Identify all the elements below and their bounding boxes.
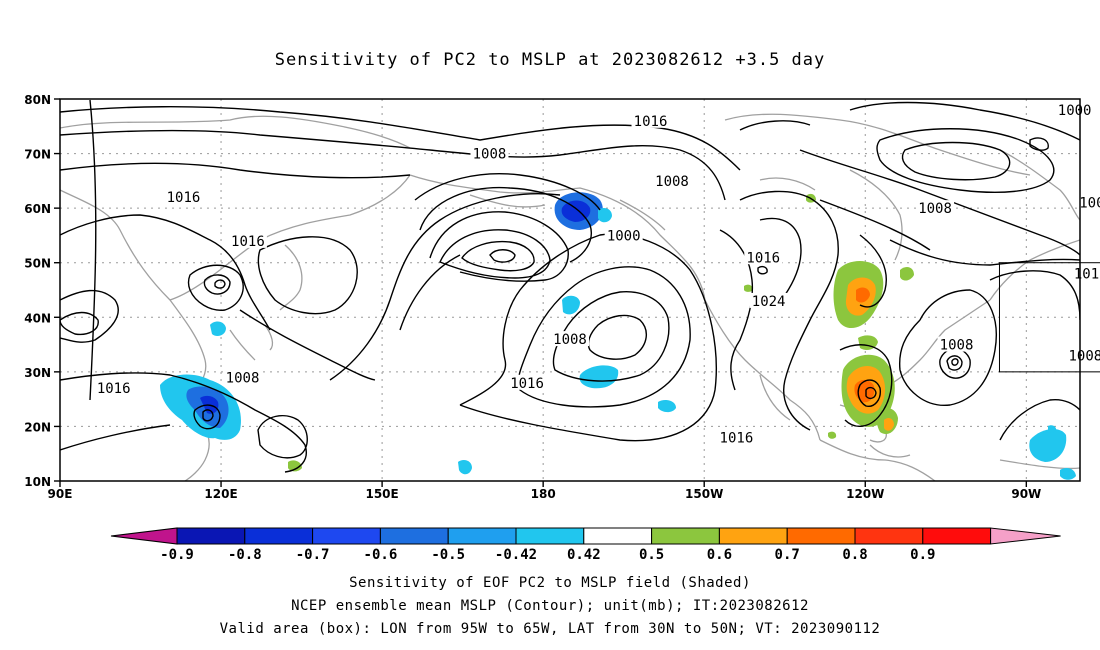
lat-label-10N: 10N xyxy=(24,475,51,489)
longitude-labels: 90E120E150E180150W120W90W60W xyxy=(48,487,1042,501)
lat-label-40N: 40N xyxy=(24,311,51,325)
footer-line-1: Sensitivity of EOF PC2 to MSLP field (Sh… xyxy=(349,575,751,591)
contour-label: 1008 xyxy=(1079,196,1100,212)
contour-label-bg xyxy=(717,429,756,445)
colorbar-tick-label: 0.7 xyxy=(775,547,800,563)
colorbar-segment xyxy=(515,527,585,545)
colorbar-tick-label: -0.8 xyxy=(228,547,262,563)
contour-label-bg xyxy=(653,172,691,188)
contour-label: 1008 xyxy=(553,332,587,348)
colorbar-above-triangle xyxy=(990,527,1061,545)
contour-label-bg xyxy=(1077,194,1100,210)
colorbar-tick-label: 0.9 xyxy=(910,547,935,563)
contour-label-bg xyxy=(744,249,783,265)
latitude-labels: 80N 70N 60N 50N 40N 30N 20N 10N xyxy=(24,93,51,489)
lat-label-30N: 30N xyxy=(24,366,51,380)
colorbar-segment xyxy=(312,527,381,545)
contour-label-bg xyxy=(1071,265,1100,281)
colorbar-below-triangle xyxy=(110,527,178,545)
footer-line-2: NCEP ensemble mean MSLP (Contour); unit(… xyxy=(291,598,809,614)
contour-label-bg xyxy=(1066,347,1100,363)
colorbar-tick-label: -0.9 xyxy=(160,547,194,563)
contour-label-bg xyxy=(1055,101,1094,117)
colorbar-segment xyxy=(379,527,449,545)
colorbar-tick-label: 0.8 xyxy=(842,547,867,563)
lon-label-120E: 120E xyxy=(204,487,237,501)
chart-title: Sensitivity of PC2 to MSLP at 2023082612… xyxy=(274,50,826,70)
tick-marks xyxy=(54,98,1028,487)
lat-label-70N: 70N xyxy=(24,148,51,162)
lon-label-150W: 150W xyxy=(685,487,723,501)
contour-labels: 1016 1008 1000 1008 1016 1008 1008 1000 1016 1016… xyxy=(94,101,1100,446)
contour-label: 1008 xyxy=(655,174,689,190)
contour-label: 1016 xyxy=(1074,267,1100,283)
contour-label: 1016 xyxy=(510,376,544,392)
lat-label-20N: 20N xyxy=(24,420,51,434)
colorbar-segment xyxy=(651,527,720,545)
colorbar-segment xyxy=(447,527,517,545)
lat-label-60N: 60N xyxy=(24,202,51,216)
contour-label-bg xyxy=(604,227,643,243)
contour-label: 1008 xyxy=(226,370,260,386)
lat-label-80N: 80N xyxy=(24,93,51,107)
mslp-contours xyxy=(60,99,1080,473)
colorbar-tick-label: -0.6 xyxy=(364,547,398,563)
colorbar-tick-label: 0.42 xyxy=(567,547,601,563)
contour-label-bg xyxy=(937,336,976,352)
colorbar-tick-label: -0.5 xyxy=(431,547,465,563)
colorbar-tick-label: 0.5 xyxy=(639,547,664,563)
colorbar xyxy=(110,527,1061,545)
colorbar-segment xyxy=(786,527,856,545)
lat-label-50N: 50N xyxy=(24,257,51,271)
contour-label-bg xyxy=(223,369,262,385)
contour-label: 1016 xyxy=(97,381,131,397)
lon-label-90E: 90E xyxy=(48,487,73,501)
contour-label: 1008 xyxy=(473,147,507,163)
colorbar-tick-label: -0.7 xyxy=(296,547,330,563)
colorbar-segment xyxy=(854,527,924,545)
contour-label-bg xyxy=(94,380,133,396)
contour-label: 1000 xyxy=(607,228,641,244)
contour-label-bg xyxy=(164,189,203,205)
colorbar-segment xyxy=(244,527,314,545)
contour-label: 1016 xyxy=(746,250,780,266)
contour-label: 1016 xyxy=(634,114,668,130)
colorbar-segment xyxy=(922,527,992,545)
contour-label: 1024 xyxy=(752,294,786,310)
colorbar-tick-label: 0.6 xyxy=(707,547,732,563)
lon-label-180: 180 xyxy=(531,487,556,501)
contour-label-bg xyxy=(916,200,955,216)
colorbar-segment xyxy=(718,527,788,545)
contour-label: 1016 xyxy=(167,190,201,206)
contour-label: 1000 xyxy=(1058,103,1092,119)
contour-label: 1008 xyxy=(1069,348,1100,364)
colorbar-segment xyxy=(583,527,653,545)
footer-line-3: Valid area (box): LON from 95W to 65W, L… xyxy=(219,621,881,637)
contour-label: 1008 xyxy=(940,338,974,354)
contour-label-bg xyxy=(228,232,267,248)
colorbar-tick-label: -0.42 xyxy=(495,547,537,563)
contour-label-bg xyxy=(631,112,670,128)
contour-label-bg xyxy=(749,292,788,308)
lon-label-120W: 120W xyxy=(846,487,884,501)
colorbar-segment xyxy=(176,527,246,545)
contour-label-bg xyxy=(508,374,547,390)
contour-label: 1008 xyxy=(918,201,952,217)
contour-label-bg xyxy=(470,145,509,161)
contour-label-bg xyxy=(551,331,589,347)
colorbar-labels: -0.9 -0.8 -0.7 -0.6 -0.5 -0.42 0.42 0.5 0.6 0.7 0.… xyxy=(160,547,935,563)
contour-label: 1016 xyxy=(720,430,754,446)
map-frame xyxy=(59,98,1081,482)
lon-label-150E: 150E xyxy=(365,487,398,501)
lon-label-90W: 90W xyxy=(1011,487,1041,501)
contour-label: 1016 xyxy=(231,234,265,250)
